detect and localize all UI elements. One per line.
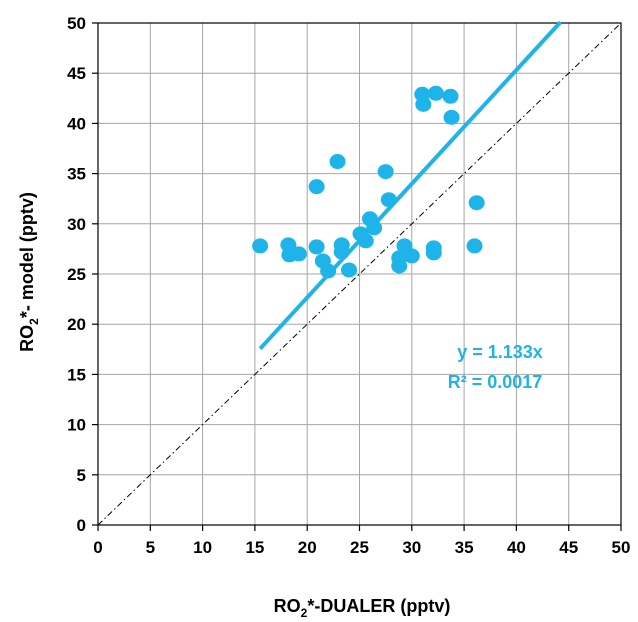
data-point xyxy=(320,263,337,279)
data-point xyxy=(290,246,307,262)
y-axis-label: RO2*- model (pptv) xyxy=(17,192,41,352)
data-point xyxy=(308,179,325,195)
y-tick-label: 50 xyxy=(67,14,86,33)
y-tick-label: 25 xyxy=(67,265,86,284)
y-tick-label: 15 xyxy=(67,365,86,384)
data-point xyxy=(377,164,394,180)
y-tick-label: 20 xyxy=(67,315,86,334)
y-tick-label: 0 xyxy=(77,516,86,535)
x-tick-label: 40 xyxy=(507,538,526,557)
data-point xyxy=(333,244,350,260)
data-point xyxy=(329,154,346,170)
x-tick-label: 0 xyxy=(93,538,102,557)
x-axis-ticks: 0 5 10 15 20 25 30 35 40 45 50 xyxy=(93,525,630,557)
one-to-one-line xyxy=(97,22,622,526)
y-tick-label: 35 xyxy=(67,165,86,184)
data-point xyxy=(425,245,442,261)
x-tick-label: 30 xyxy=(402,538,421,557)
x-tick-label: 10 xyxy=(193,538,212,557)
data-point xyxy=(252,238,269,254)
y-axis-ticks: 0 5 10 15 20 25 30 35 40 45 50 xyxy=(67,14,98,535)
data-point xyxy=(443,109,460,125)
data-point xyxy=(415,96,432,112)
data-points xyxy=(252,85,485,279)
data-point xyxy=(468,195,485,211)
x-axis-label: RO2*-DUALER (pptv) xyxy=(274,596,451,620)
trend-equation: y = 1.133x xyxy=(457,342,543,362)
x-tick-label: 20 xyxy=(298,538,317,557)
trendline xyxy=(258,20,562,351)
data-point xyxy=(466,238,483,254)
x-tick-label: 25 xyxy=(350,538,369,557)
data-point xyxy=(442,88,459,104)
x-tick-label: 35 xyxy=(455,538,474,557)
data-point xyxy=(380,192,397,208)
x-tick-label: 45 xyxy=(559,538,578,557)
y-tick-label: 10 xyxy=(67,416,86,435)
r-squared-label: R² = 0.0017 xyxy=(448,372,543,392)
data-point xyxy=(308,239,325,255)
x-tick-label: 15 xyxy=(245,538,264,557)
data-point xyxy=(357,233,374,249)
y-tick-label: 30 xyxy=(67,215,86,234)
x-tick-label: 5 xyxy=(146,538,155,557)
y-tick-label: 5 xyxy=(77,466,86,485)
data-point xyxy=(366,220,383,236)
data-point xyxy=(391,258,408,274)
y-tick-label: 40 xyxy=(67,114,86,133)
data-point xyxy=(403,248,420,264)
data-point xyxy=(427,85,444,101)
data-point xyxy=(341,262,358,278)
x-tick-label: 50 xyxy=(612,538,631,557)
y-tick-label: 45 xyxy=(67,64,86,83)
